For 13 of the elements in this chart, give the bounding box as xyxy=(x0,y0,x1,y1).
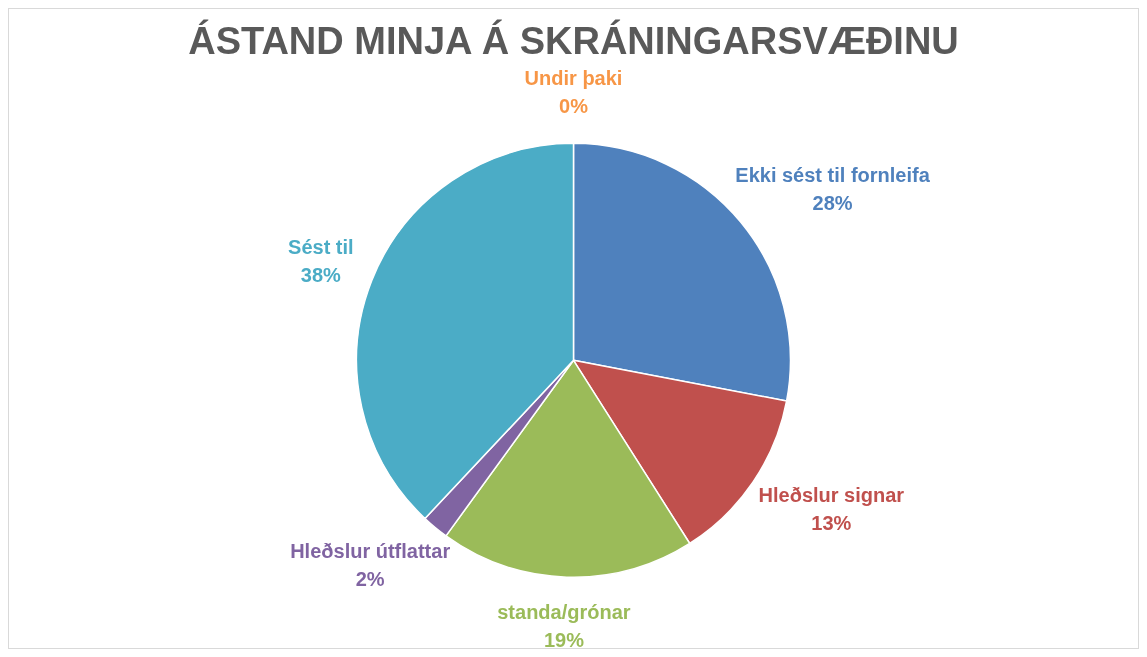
chart-title: ÁSTAND MINJA Á SKRÁNINGARSVÆÐINU xyxy=(188,19,959,63)
data-label: 13% xyxy=(811,511,852,534)
slice-label: Hleðslur signar xyxy=(758,483,905,506)
data-label: 38% xyxy=(300,263,342,286)
data-label: 28% xyxy=(812,191,853,214)
category-label: Undir þaki xyxy=(524,66,623,89)
slice-label: Sést til xyxy=(288,235,354,258)
slice-label: Hleðslur útflattar xyxy=(290,539,451,562)
text: 0% xyxy=(559,94,588,117)
slice-label: Ekki sést til fornleifa xyxy=(735,163,931,186)
data-label: 19% xyxy=(543,628,585,651)
slice-label: standa/grónar xyxy=(497,600,631,623)
data-label: 2% xyxy=(355,567,385,590)
